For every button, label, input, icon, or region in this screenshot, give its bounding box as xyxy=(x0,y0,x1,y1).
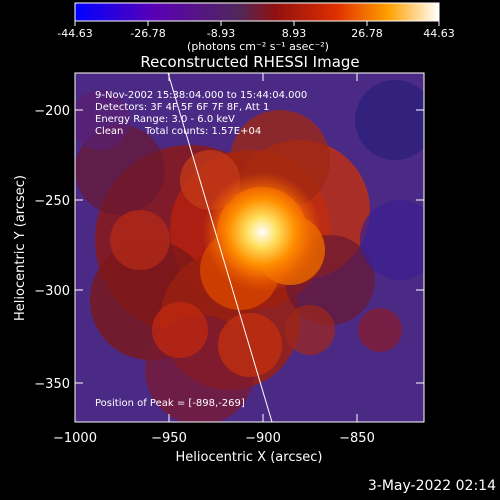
image-texture xyxy=(110,210,170,270)
info-detectors: Detectors: 3F 4F 5F 6F 7F 8F, Att 1 xyxy=(95,102,269,113)
info-counts: Total counts: 1.57E+04 xyxy=(144,126,261,137)
plot-title: Reconstructed RHESSI Image xyxy=(140,53,359,71)
x-axis-label: Heliocentric X (arcsec) xyxy=(176,450,323,465)
info-energy: Energy Range: 3.0 - 6.0 keV xyxy=(95,114,235,125)
y-axis-ticks xyxy=(75,109,424,384)
image-texture xyxy=(285,305,335,355)
colorbar-tick-label: 44.63 xyxy=(423,27,455,40)
footer-date: 3-May-2022 02:14 xyxy=(367,478,496,494)
image-texture xyxy=(360,200,424,280)
colorbar-tick-label: -8.93 xyxy=(207,27,235,40)
colorbar-ticks xyxy=(74,21,440,26)
image-texture xyxy=(218,313,282,377)
image-texture xyxy=(152,302,208,358)
y-axis-label: Heliocentric Y (arcsec) xyxy=(13,175,28,321)
x-tick-label: −1000 xyxy=(53,431,97,446)
y-tick-label: −200 xyxy=(34,104,70,119)
colorbar-tick-label: 26.78 xyxy=(351,27,383,40)
solar-limb-line xyxy=(167,73,273,422)
y-tick-label: −250 xyxy=(34,194,70,209)
x-tick-label: −850 xyxy=(339,431,375,446)
plot-frame xyxy=(74,72,425,423)
x-tick-label: −900 xyxy=(245,431,281,446)
image-texture xyxy=(358,308,402,352)
x-axis-ticks xyxy=(74,73,358,422)
image-texture xyxy=(355,80,424,160)
info-time: 9-Nov-2002 15:38:04.000 to 15:44:04.000 xyxy=(95,90,307,101)
peak-position: Position of Peak = [-898,-269] xyxy=(95,398,245,409)
y-tick-label: −350 xyxy=(34,377,70,392)
x-tick-label: −950 xyxy=(151,431,187,446)
colorbar-tick-label: -26.78 xyxy=(130,27,165,40)
image-texture xyxy=(75,90,130,150)
rhessi-image xyxy=(75,73,424,422)
y-tick-label: −300 xyxy=(34,284,70,299)
colorbar xyxy=(74,2,440,22)
colorbar-tick-label: 8.93 xyxy=(282,27,307,40)
info-algorithm: Clean xyxy=(95,126,123,137)
colorbar-tick-label: -44.63 xyxy=(57,27,92,40)
colorbar-units: (photons cm⁻² s⁻¹ asec⁻²) xyxy=(187,40,329,53)
